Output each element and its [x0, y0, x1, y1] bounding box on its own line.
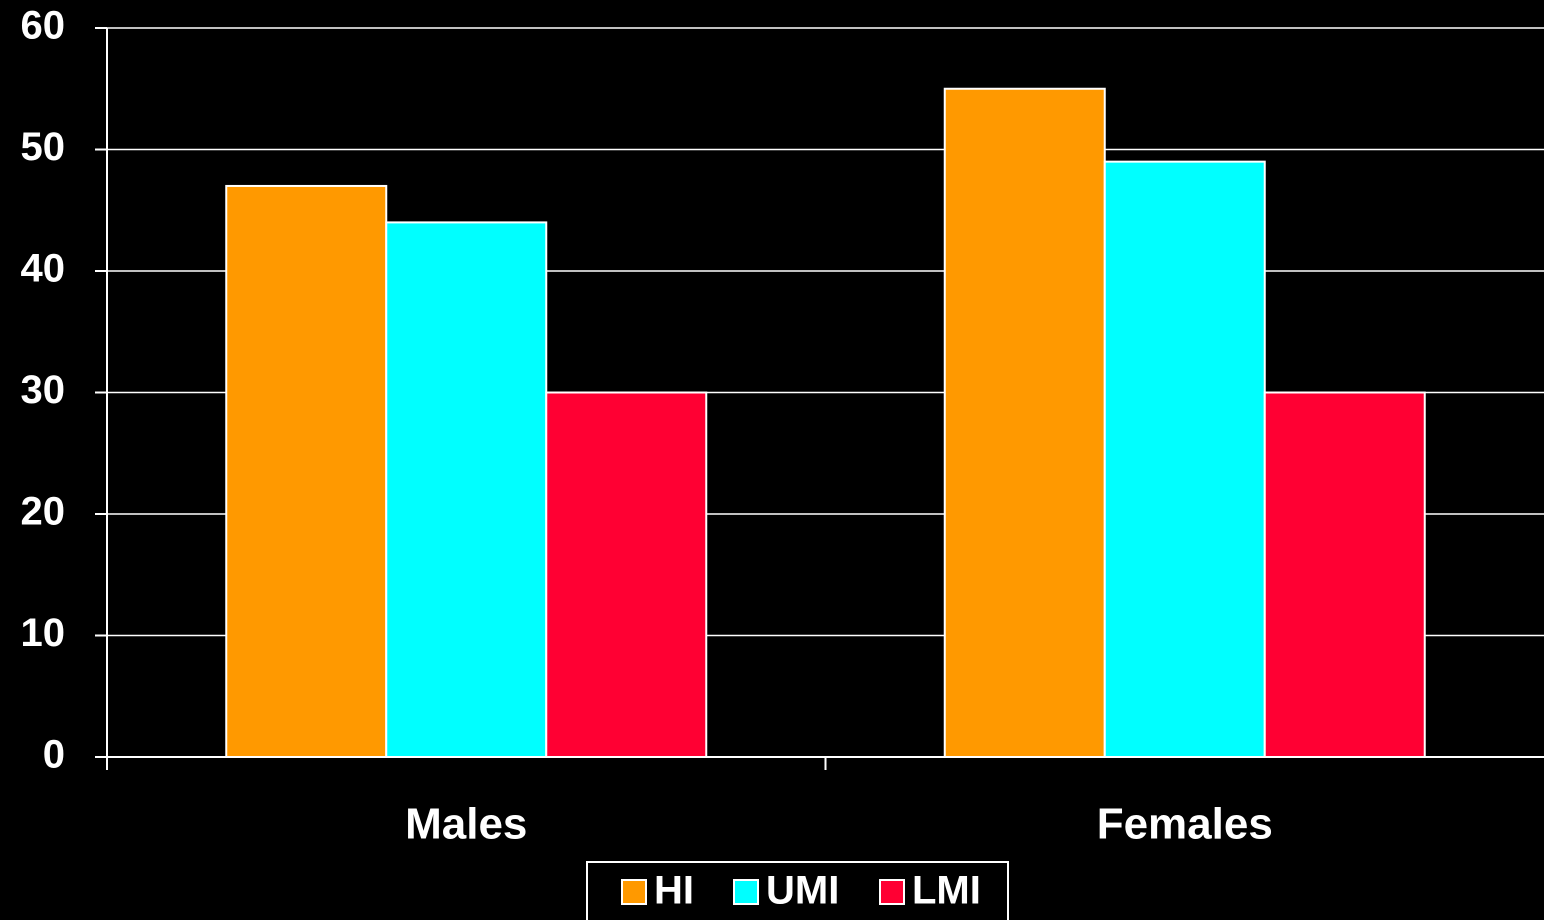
bar — [225, 184, 388, 758]
legend-label: HI — [654, 869, 694, 913]
legend-box — [586, 861, 1009, 920]
x-tick-label: Males — [405, 800, 527, 849]
y-tick-label: 40 — [21, 247, 66, 291]
legend-swatch — [733, 879, 759, 905]
y-tick-label: 30 — [21, 368, 66, 412]
bar — [1263, 391, 1426, 758]
legend-label: UMI — [766, 869, 839, 913]
x-tick-label: Females — [1097, 800, 1273, 849]
legend-swatch — [879, 879, 905, 905]
y-tick-label: 10 — [21, 611, 66, 655]
legend-label: LMI — [912, 869, 981, 913]
bar — [1103, 160, 1266, 758]
bar — [545, 391, 708, 758]
y-tick-label: 0 — [43, 733, 65, 777]
y-tick-label: 20 — [21, 490, 66, 534]
legend-swatch — [621, 879, 647, 905]
y-tick-label: 60 — [21, 4, 66, 48]
bar — [385, 221, 548, 758]
y-tick-label: 50 — [21, 125, 66, 169]
bar — [943, 87, 1106, 758]
